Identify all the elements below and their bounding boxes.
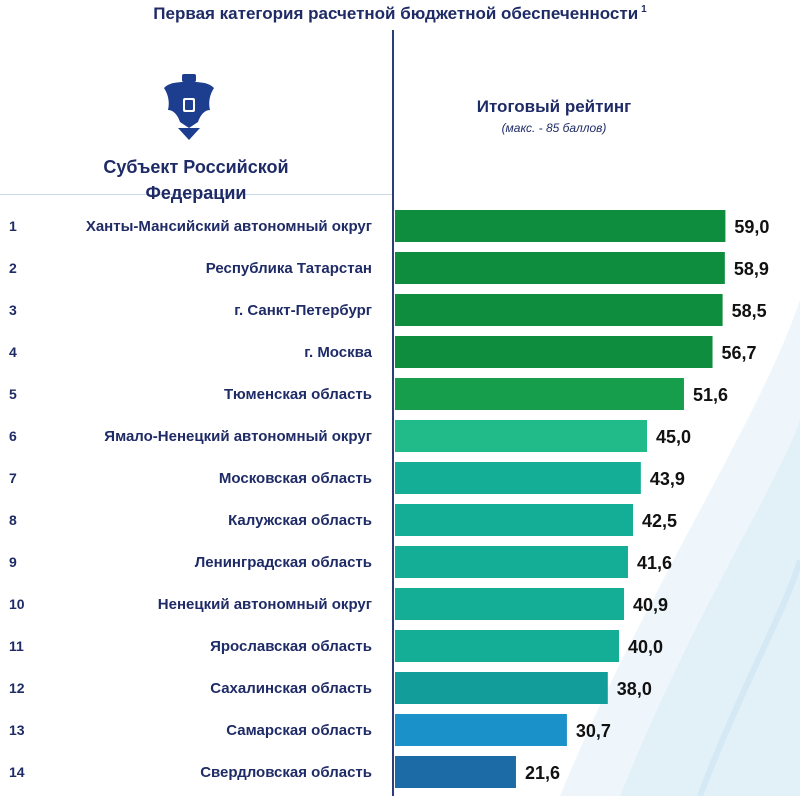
bar [395,630,619,662]
value-label: 58,9 [734,259,769,279]
region-label: Сахалинская область [210,680,372,697]
rank-label: 11 [9,638,24,654]
rank-label: 7 [9,470,17,486]
rank-label: 3 [9,302,17,318]
region-label: Ленинградская область [195,554,372,571]
value-label: 59,0 [734,217,769,237]
value-label: 40,0 [628,637,663,657]
region-label: г. Санкт-Петербург [234,302,372,319]
value-label: 38,0 [617,679,652,699]
bar [395,336,713,368]
region-label: Ненецкий автономный округ [158,596,372,613]
value-label: 58,5 [732,301,767,321]
subject-header-line1: Субъект Российской [103,157,289,177]
rank-label: 13 [9,722,25,738]
region-label: Самарская область [226,722,372,739]
rating-column-header: Итоговый рейтинг [476,97,632,116]
region-label: г. Москва [304,344,372,361]
bar [395,210,726,242]
region-label: Свердловская область [200,764,372,781]
subject-header-panel: Субъект Российской Федерации [0,30,392,203]
rank-label: 4 [9,344,17,360]
bar [395,714,567,746]
value-label: 30,7 [576,721,611,741]
rank-label: 1 [9,218,17,234]
bar [395,504,633,536]
bar [395,672,608,704]
rank-label: 10 [9,596,25,612]
rank-label: 9 [9,554,17,570]
bar [395,588,625,620]
bar [395,378,684,410]
subject-header-line2: Федерации [145,183,247,203]
bar [395,252,725,284]
region-label: Республика Татарстан [206,260,372,277]
value-label: 40,9 [633,595,668,615]
value-label: 41,6 [637,553,672,573]
value-label: 21,6 [525,763,560,783]
value-label: 43,9 [650,469,685,489]
rank-label: 5 [9,386,17,402]
value-label: 56,7 [722,343,757,363]
bar [395,462,641,494]
page-title: Первая категория расчетной бюджетной обе… [0,4,800,24]
value-label: 42,5 [642,511,677,531]
region-label: Ямало-Ненецкий автономный округ [104,428,372,445]
region-label: Калужская область [228,512,372,529]
bar [395,294,723,326]
region-label: Московская область [219,470,372,487]
subject-column-header: Субъект Российской Федерации [0,154,392,206]
rank-label: 12 [9,680,25,696]
rank-label: 6 [9,428,17,444]
value-label: 45,0 [656,427,691,447]
coat-of-arms-emblem-icon [164,74,214,140]
bar [395,756,516,788]
bar [395,420,647,452]
bar [395,546,628,578]
title-text: Первая категория расчетной бюджетной обе… [153,4,639,23]
rank-label: 2 [9,260,17,276]
rank-label: 14 [9,764,25,780]
column-divider [392,30,394,796]
rating-max-note: (макс. - 85 баллов) [501,121,607,135]
title-footnote: 1 [641,4,647,16]
region-label: Тюменская область [224,386,372,403]
rank-label: 8 [9,512,17,528]
value-label: 51,6 [693,385,728,405]
region-label: Ханты-Мансийский автономный округ [86,218,372,235]
region-label: Ярославская область [210,638,372,655]
